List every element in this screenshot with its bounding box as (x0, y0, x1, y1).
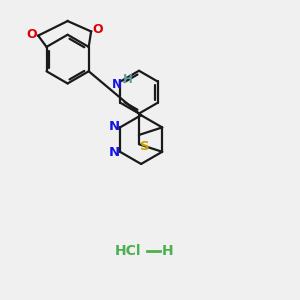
Text: S: S (140, 140, 150, 153)
Text: N: N (109, 146, 120, 159)
Text: N: N (109, 120, 120, 133)
Text: HCl: HCl (115, 244, 141, 258)
Text: N: N (112, 78, 122, 91)
Text: H: H (123, 73, 133, 86)
Text: O: O (92, 23, 103, 36)
Text: H: H (162, 244, 174, 258)
Text: O: O (26, 28, 37, 40)
